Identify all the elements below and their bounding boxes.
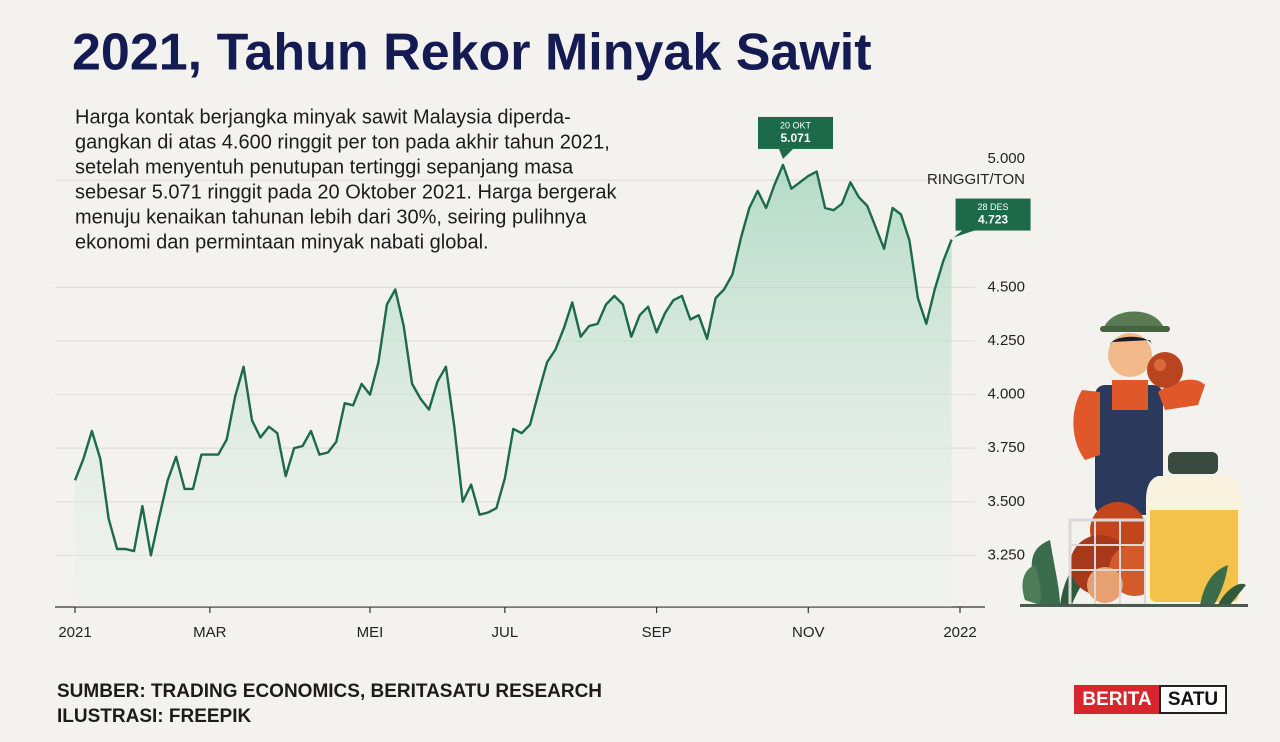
- annotation-box: [758, 116, 833, 149]
- annotation-pointer: [953, 229, 978, 238]
- x-tick-label: 2021: [58, 624, 91, 641]
- description: Harga kontak berjangka minyak sawit Mala…: [75, 106, 617, 253]
- description-line: Harga kontak berjangka minyak sawit Mala…: [75, 106, 571, 128]
- x-tick-label: NOV: [792, 624, 825, 641]
- x-tick-label: JUL: [492, 624, 519, 641]
- annotation-date: 20 OKT: [780, 120, 812, 130]
- description-line: ekonomi dan permintaan minyak nabati glo…: [75, 231, 489, 253]
- logo-red: [1074, 685, 1160, 714]
- plot: 3.250 3.500 3.750 4.000 4.250 4.500 5.000 RINGG…: [55, 116, 1031, 641]
- footer: SUMBER: TRADING ECONOMICS, BERITASATU RE…: [57, 681, 602, 727]
- source-line: SUMBER: TRADING ECONOMICS, BERITASATU RE…: [57, 681, 602, 702]
- logo-text: BERITA: [1082, 689, 1152, 710]
- y-tick-label: 4.000: [987, 386, 1025, 403]
- chart-title: 2021, Tahun Rekor Minyak Sawit: [72, 24, 872, 82]
- y-tick-label: 4.500: [987, 278, 1025, 295]
- illustration: [1020, 311, 1248, 607]
- logo-text: SATU: [1168, 689, 1218, 710]
- annotation-value: 4.723: [978, 213, 1008, 227]
- x-tick-label: 2022: [943, 624, 976, 641]
- x-tick-label: MAR: [193, 624, 227, 641]
- annotation-date: 28 DES: [978, 202, 1009, 212]
- description-line: menuju kenaikan tahunan lebih dari 30%, …: [75, 206, 587, 228]
- y-tick-label: 4.250: [987, 332, 1025, 349]
- annotation-value: 5.071: [780, 131, 810, 145]
- annotation-box: [955, 198, 1031, 231]
- logo: BERITA SATU: [1074, 685, 1227, 714]
- annotation-pointer: [779, 148, 793, 159]
- y-tick-label: 3.750: [987, 439, 1025, 456]
- line: [73, 163, 953, 557]
- y-unit: RINGGIT/TON: [927, 171, 1025, 188]
- logo-white: [1159, 685, 1227, 714]
- x-tick-label: MEI: [357, 624, 384, 641]
- description-line: setelah menyentuh penutupan tertinggi se…: [75, 156, 574, 178]
- description-line: sebesar 5.071 ringgit pada 20 Oktober 20…: [75, 181, 617, 203]
- description-line: gangkan di atas 4.600 ringgit per ton pa…: [75, 131, 610, 153]
- y-tick-label: 3.250: [987, 546, 1025, 563]
- x-tick-label: SEP: [642, 624, 672, 641]
- y-tick-label: 3.500: [987, 493, 1025, 510]
- source-line: ILUSTRASI: FREEPIK: [57, 706, 252, 727]
- y-tick-label: 5.000: [987, 150, 1025, 167]
